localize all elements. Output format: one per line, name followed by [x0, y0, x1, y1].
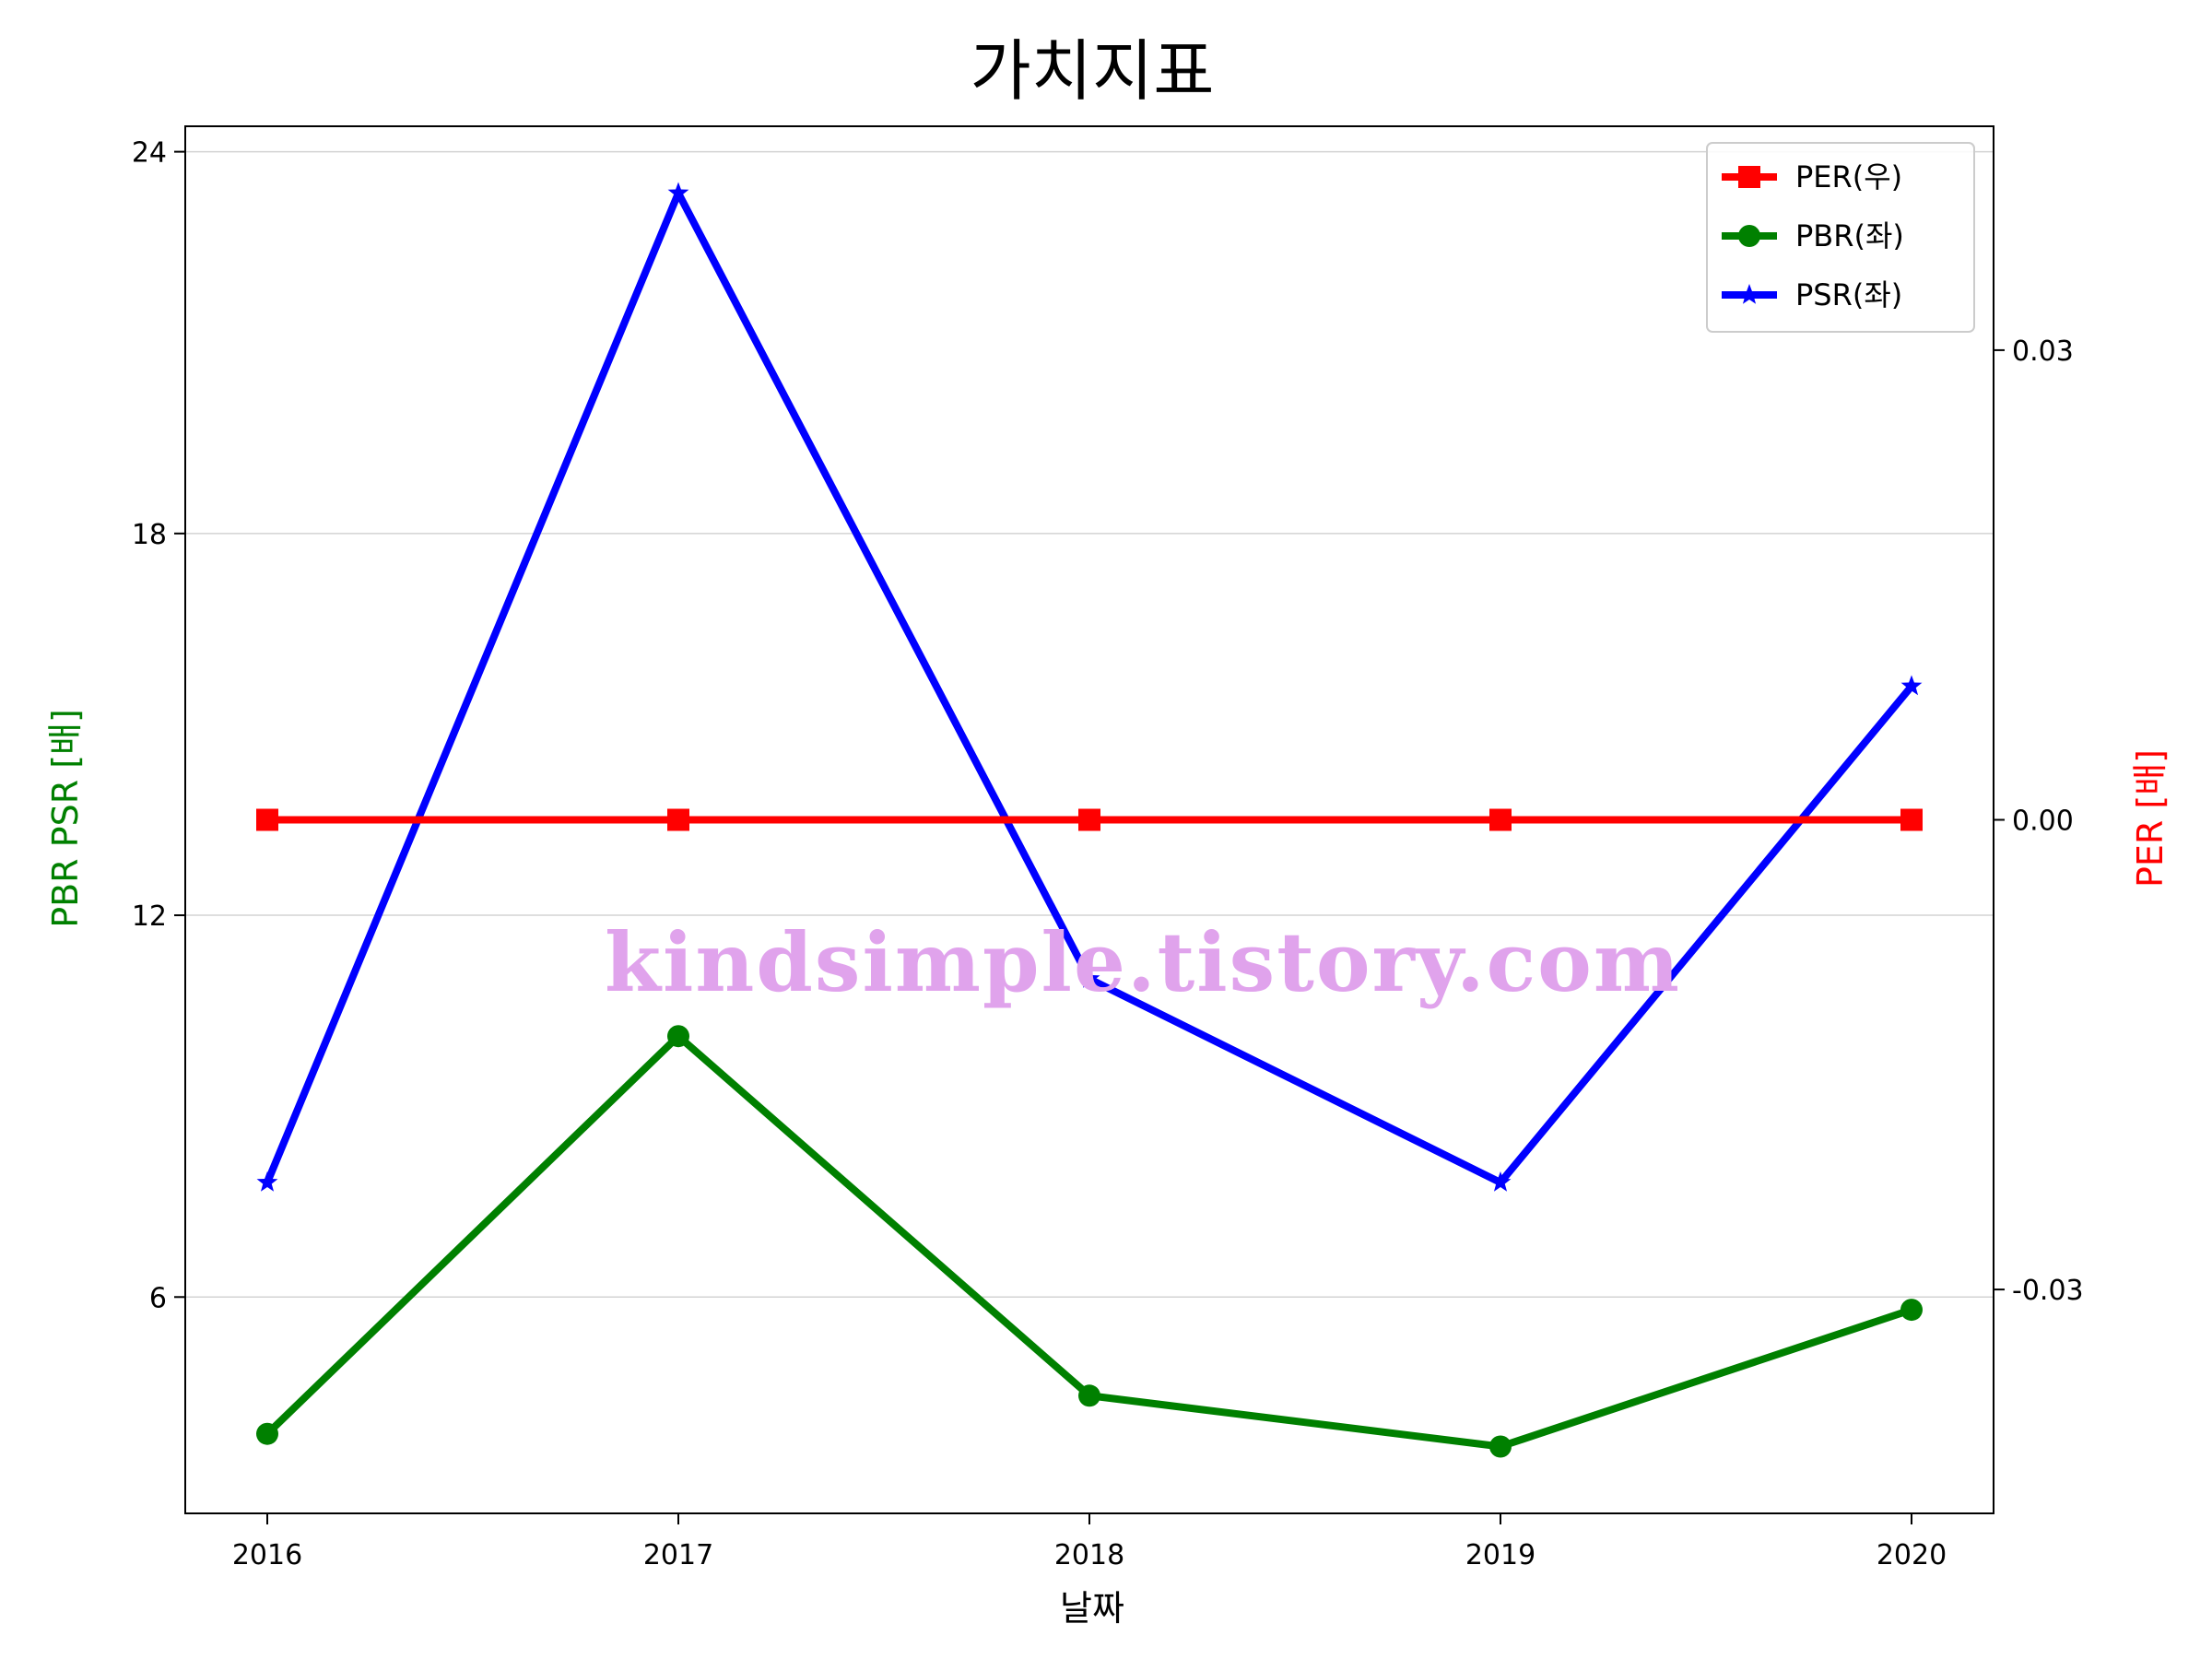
data-point [256, 1422, 278, 1445]
y-right-axis-label: PER [배] [2130, 749, 2171, 888]
data-point [256, 808, 278, 831]
right-tick-label: 0.00 [2012, 806, 2074, 838]
x-axis-label: 날짜 [1060, 1588, 1124, 1629]
x-tick-label: 2019 [1465, 1539, 1535, 1571]
data-point [1078, 968, 1100, 988]
data-point [1900, 1299, 1923, 1322]
legend-swatch-marker [1738, 166, 1760, 188]
data-point [1078, 808, 1100, 831]
data-point [1489, 1435, 1512, 1458]
legend: PER(우) PBR(좌) PSR(좌) [1706, 142, 1975, 333]
legend-item: PSR(좌) [1722, 277, 1902, 312]
left-tick-label: 18 [132, 519, 167, 551]
data-point [667, 808, 689, 831]
right-tick-label: 0.03 [2012, 335, 2074, 368]
legend-swatch-marker [1738, 284, 1760, 304]
legend-label: PSR(좌) [1795, 277, 1902, 312]
data-point [667, 182, 689, 203]
right-axis: -0.03 0.00 0.03 [1994, 335, 2084, 1307]
series-2 [256, 182, 1923, 1192]
x-tick-label: 2020 [1877, 1539, 1947, 1571]
legend-swatch-marker [1738, 225, 1760, 247]
x-tick-label: 2018 [1054, 1539, 1124, 1571]
left-tick-label: 12 [132, 900, 167, 933]
data-point [1900, 675, 1923, 696]
legend-box [1706, 142, 1975, 333]
left-axis: 6 12 18 24 [132, 137, 185, 1314]
chart-title: 가치지표 [971, 32, 1215, 110]
y-left-axis-label: PBR PSR [배] [45, 709, 86, 928]
data-point [256, 1171, 278, 1192]
data-point [1078, 1384, 1100, 1407]
x-tick-label: 2016 [232, 1539, 302, 1571]
data-point [1489, 1171, 1512, 1192]
data-point [667, 1025, 689, 1048]
watermark-text: kindsimple.tistory.com [605, 914, 1681, 1010]
series-0 [256, 808, 1923, 831]
data-point [1489, 808, 1512, 831]
series-layer [256, 182, 1923, 1458]
data-point [1900, 808, 1923, 831]
x-tick-label: 2017 [643, 1539, 713, 1571]
left-tick-label: 24 [132, 137, 167, 170]
series-1 [256, 1025, 1923, 1458]
series-line [264, 189, 1915, 1187]
right-tick-label: -0.03 [2012, 1275, 2084, 1307]
legend-label: PER(우) [1795, 159, 1902, 194]
legend-item: PBR(좌) [1722, 218, 1904, 253]
grid-lines [185, 150, 1994, 1299]
legend-item: PER(우) [1722, 159, 1902, 194]
left-tick-label: 6 [149, 1282, 167, 1314]
legend-label: PBR(좌) [1795, 218, 1904, 253]
x-axis: 2016 2017 2018 2019 2020 [232, 1513, 1947, 1571]
